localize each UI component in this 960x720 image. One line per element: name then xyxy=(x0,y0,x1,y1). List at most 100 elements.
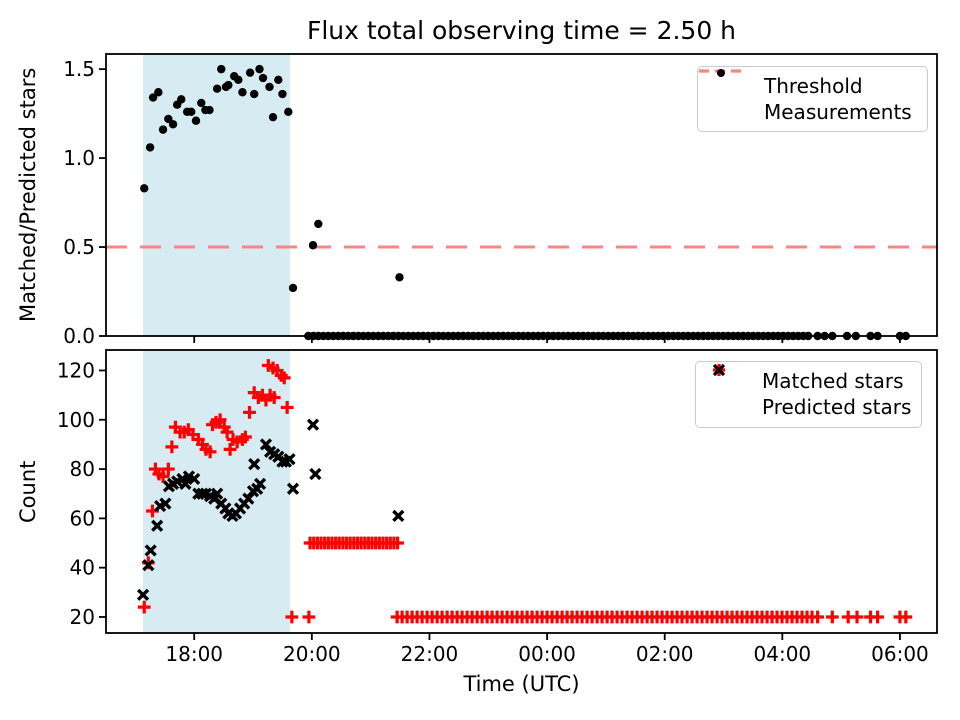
legend-label-predicted-stars: Predicted stars xyxy=(762,395,912,419)
measurements-point xyxy=(145,143,155,152)
measurements-point xyxy=(224,80,233,90)
x-tick-label: 04:00 xyxy=(754,642,812,666)
y-tick-label: 20 xyxy=(70,605,95,629)
legend-item-threshold: Threshold xyxy=(699,69,915,99)
y-tick-label: 0.0 xyxy=(63,324,95,348)
matched-stars-point xyxy=(285,610,299,624)
matched-stars-point xyxy=(391,536,404,550)
x-tick-label: 20:00 xyxy=(283,642,341,666)
chart-title: Flux total observing time = 2.50 h xyxy=(306,16,737,45)
measurements-point xyxy=(284,107,293,117)
legend-item-predicted-stars: Predicted stars xyxy=(704,363,912,420)
predicted-stars-point xyxy=(159,497,172,510)
matched-stars-point xyxy=(137,600,151,614)
matched-stars-point xyxy=(220,425,234,439)
x-axis-label: Time (UTC) xyxy=(463,672,580,696)
top-y-axis-label: Matched/Predicted stars xyxy=(16,67,40,323)
measurements-point xyxy=(288,283,298,293)
bottom-legend: Matched stars Predicted stars xyxy=(695,361,922,428)
matched-stars-point xyxy=(223,442,237,456)
measurements-point xyxy=(148,93,158,102)
x-tick-label: 22:00 xyxy=(401,642,459,666)
matched-stars-point xyxy=(161,462,175,476)
predicted-stars-point xyxy=(248,458,261,471)
predicted-stars-point xyxy=(309,467,322,481)
matched-stars-point xyxy=(280,401,294,414)
matched-stars-point xyxy=(871,610,885,624)
predicted-stars-point xyxy=(306,418,320,431)
axes-spines xyxy=(105,53,938,337)
matched-stars-point xyxy=(213,413,227,427)
measurements-point xyxy=(158,125,168,134)
x-tick-label: 00:00 xyxy=(518,642,576,666)
predicted-stars-point xyxy=(136,588,150,601)
measurements-point xyxy=(250,89,259,99)
x-tick-label: 18:00 xyxy=(165,642,223,666)
measurements-point xyxy=(238,88,247,97)
measurements-point xyxy=(278,89,287,99)
predicted-stars-point xyxy=(142,559,155,572)
y-tick-label: 120 xyxy=(57,358,95,382)
legend-item-matched-stars: Matched stars xyxy=(704,364,909,394)
predicted-stars-point xyxy=(188,472,201,486)
predicted-stars-point xyxy=(211,487,224,500)
predicted-stars-point xyxy=(286,482,300,495)
measurements-point xyxy=(154,88,163,97)
matched-stars-point xyxy=(277,371,291,385)
matched-stars-point xyxy=(850,610,864,624)
matched-stars-point xyxy=(811,610,825,624)
matched-stars-point xyxy=(243,405,256,419)
y-tick-label: 60 xyxy=(70,506,95,530)
legend-label-measurements: Measurements xyxy=(764,100,912,124)
predicted-stars-point xyxy=(283,453,296,466)
predicted-stars-point xyxy=(392,509,405,523)
y-tick-label: 1.0 xyxy=(63,146,95,170)
matched-stars-point xyxy=(203,445,217,459)
measurements-point xyxy=(212,84,222,93)
matched-stars-point xyxy=(825,610,839,624)
measurements-point xyxy=(268,112,278,122)
measurements-point xyxy=(314,219,323,229)
legend-label-matched-stars: Matched stars xyxy=(762,369,904,393)
measurements-point xyxy=(187,107,196,117)
y-tick-label: 80 xyxy=(70,457,95,481)
measurements-point xyxy=(234,75,243,84)
x-tick-label: 06:00 xyxy=(871,642,929,666)
y-tick-label: 40 xyxy=(70,556,95,580)
measurements-point xyxy=(274,75,283,84)
matched-stars-point xyxy=(302,610,316,624)
matched-stars-point xyxy=(238,430,252,444)
bottom-y-axis-label: Count xyxy=(16,460,40,523)
legend-label-threshold: Threshold xyxy=(764,74,863,98)
measurements-point xyxy=(255,64,264,74)
matched-stars-point xyxy=(156,470,170,483)
predicted-stars-point xyxy=(144,544,157,557)
measurements-point xyxy=(191,116,201,125)
measurements-point xyxy=(197,98,206,108)
measurements-point xyxy=(245,68,255,77)
matched-stars-point xyxy=(267,391,281,404)
y-tick-label: 100 xyxy=(57,408,95,432)
top-legend: Threshold Measurements xyxy=(697,66,928,132)
measurements-point xyxy=(177,95,186,104)
measurements-point xyxy=(217,64,226,74)
y-tick-label: 1.5 xyxy=(63,57,95,81)
measurements-point xyxy=(265,82,274,92)
y-tick-label: 0.5 xyxy=(63,235,95,259)
predicted-stars-point xyxy=(242,492,255,505)
measurements-point xyxy=(205,105,214,115)
predicted-stars-point xyxy=(253,477,267,490)
axes-spines xyxy=(105,349,938,634)
matched-stars-point xyxy=(165,440,179,454)
legend-item-measurements: Measurements xyxy=(706,69,915,125)
measurements-point xyxy=(140,184,149,193)
predicted-stars-point xyxy=(259,438,273,451)
predicted-stars-point xyxy=(196,487,209,500)
predicted-stars-point xyxy=(151,519,164,532)
measurements-point xyxy=(395,273,404,282)
measurements-point xyxy=(168,120,178,129)
measurements-point xyxy=(308,241,318,250)
predicted-stars-point xyxy=(179,477,192,490)
